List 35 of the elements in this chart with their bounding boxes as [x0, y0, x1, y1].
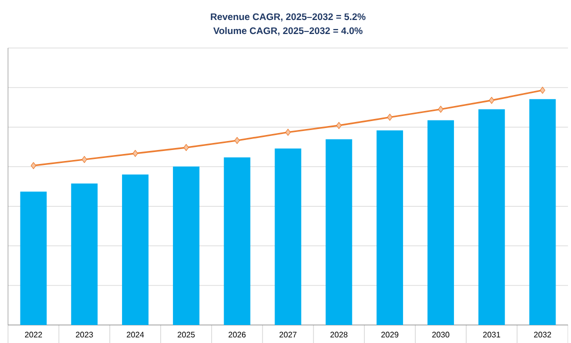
x-tick-label: 2031 [483, 332, 500, 338]
point [132, 150, 138, 157]
point [387, 114, 393, 121]
x-tick-label: 2030 [432, 332, 450, 338]
x-tick-label: 2028 [330, 332, 348, 338]
point [336, 122, 342, 129]
point [82, 156, 88, 163]
x-tick-label: 2022 [24, 332, 42, 338]
point [285, 128, 291, 136]
x-tick-label: 2029 [381, 332, 398, 338]
x-tick-label: 2026 [228, 332, 246, 338]
point [30, 162, 36, 170]
x-tick-label: 2032 [534, 332, 552, 338]
bar [274, 148, 302, 325]
point [488, 96, 494, 104]
bar [122, 174, 149, 325]
x-tick-label: 2024 [126, 332, 144, 338]
bar [20, 192, 47, 325]
point [234, 136, 240, 144]
bar [224, 157, 250, 325]
point [540, 86, 546, 94]
bar [427, 120, 454, 325]
x-tick-label: 2025 [178, 332, 195, 338]
point [183, 144, 189, 152]
bar [478, 109, 505, 325]
x-tick-label: 2027 [280, 332, 296, 338]
chart-subtitle: Volume CAGR, 2025–2032 = 4.0% [213, 27, 362, 36]
bar [172, 166, 200, 325]
point [438, 106, 444, 113]
bar [326, 139, 352, 325]
x-tick-label: 2023 [76, 332, 93, 338]
chart-title: Revenue CAGR, 2025–2032 = 5.2% [210, 13, 366, 22]
bar [529, 99, 556, 325]
bar [376, 130, 404, 325]
bar [71, 183, 98, 325]
